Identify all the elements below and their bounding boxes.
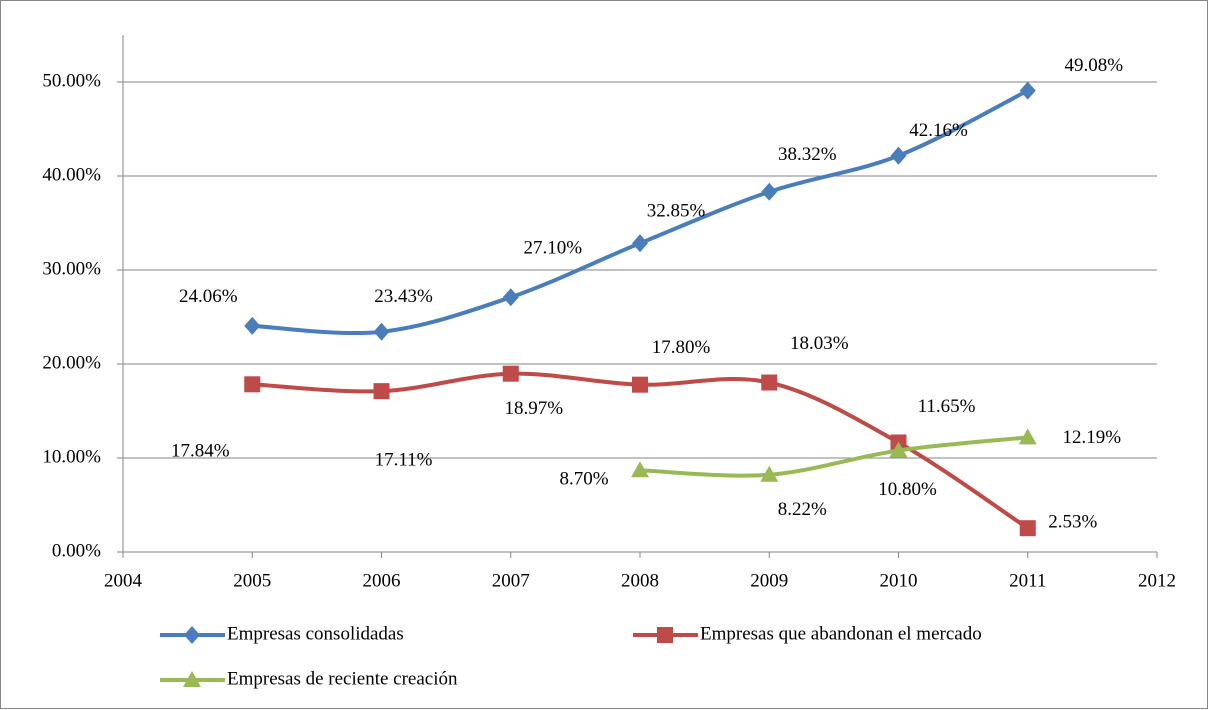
data-label: 32.85% xyxy=(647,201,706,222)
data-label: 10.80% xyxy=(878,479,937,500)
legend-label: Empresas que abandonan el mercado xyxy=(700,623,982,644)
legend-label: Empresas consolidadas xyxy=(227,623,404,644)
data-label: 17.84% xyxy=(171,441,230,462)
legend-marker xyxy=(183,671,201,687)
data-label: 24.06% xyxy=(179,286,238,307)
marker xyxy=(761,374,778,391)
x-tick-label: 2008 xyxy=(621,570,659,591)
y-tick-label: 40.00% xyxy=(42,164,101,185)
y-tick-label: 20.00% xyxy=(42,352,101,373)
x-tick-label: 2004 xyxy=(104,570,143,591)
x-tick-label: 2011 xyxy=(1009,570,1046,591)
data-label: 38.32% xyxy=(778,144,837,165)
data-label: 12.19% xyxy=(1062,427,1121,448)
legend-label: Empresas de reciente creación xyxy=(227,668,458,689)
marker xyxy=(502,365,519,382)
data-label: 11.65% xyxy=(918,396,976,417)
marker xyxy=(890,146,907,165)
marker xyxy=(761,182,778,201)
y-tick-label: 50.00% xyxy=(42,70,101,91)
x-tick-label: 2010 xyxy=(880,570,918,591)
data-label: 23.43% xyxy=(374,286,433,307)
data-label: 17.11% xyxy=(375,450,433,471)
marker xyxy=(1019,520,1036,537)
x-tick-label: 2007 xyxy=(492,570,530,591)
marker xyxy=(889,441,908,458)
y-tick-label: 10.00% xyxy=(42,446,101,467)
y-tick-label: 0.00% xyxy=(52,540,101,561)
marker xyxy=(244,316,261,335)
data-label: 18.97% xyxy=(504,398,563,419)
marker xyxy=(1019,81,1036,100)
data-label: 49.08% xyxy=(1064,55,1123,76)
x-tick-label: 2012 xyxy=(1138,570,1176,591)
marker xyxy=(760,465,779,482)
data-label: 27.10% xyxy=(523,238,582,259)
marker xyxy=(244,376,261,393)
legend-marker xyxy=(657,627,673,643)
x-tick-label: 2005 xyxy=(233,570,271,591)
data-label: 8.22% xyxy=(778,499,827,520)
data-label: 8.70% xyxy=(559,469,608,490)
marker xyxy=(631,461,649,478)
marker xyxy=(632,376,648,393)
legend-marker xyxy=(184,626,200,644)
marker xyxy=(373,322,390,341)
x-tick-label: 2009 xyxy=(750,570,788,591)
data-label: 42.16% xyxy=(909,120,968,141)
marker xyxy=(1018,428,1037,445)
marker xyxy=(632,234,648,253)
marker xyxy=(373,383,390,400)
series-line xyxy=(639,435,1028,478)
data-label: 18.03% xyxy=(790,333,849,354)
data-label: 2.53% xyxy=(1048,512,1097,533)
data-label: 17.80% xyxy=(652,337,711,358)
x-tick-label: 2006 xyxy=(363,570,401,591)
marker xyxy=(502,288,519,307)
y-tick-label: 30.00% xyxy=(42,258,101,279)
